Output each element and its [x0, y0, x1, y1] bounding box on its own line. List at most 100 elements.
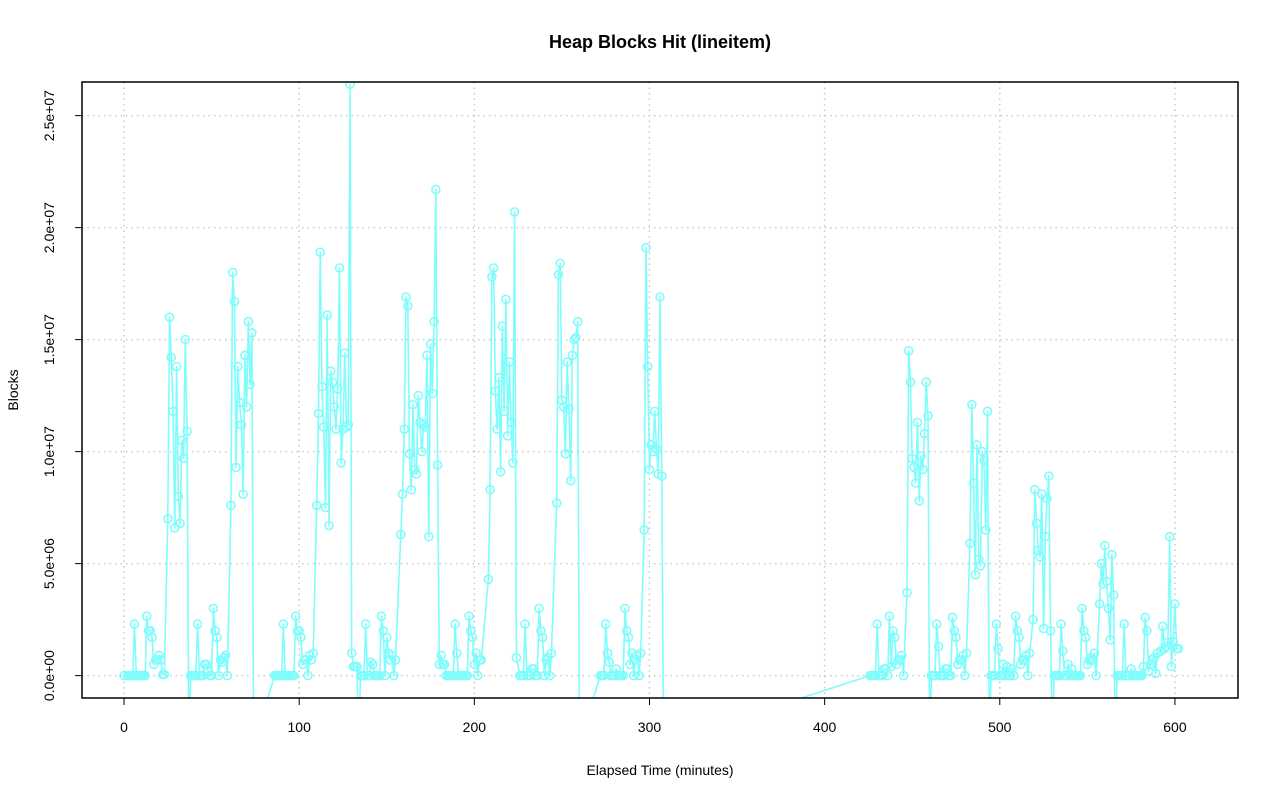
data-point	[567, 350, 578, 361]
data-point	[553, 269, 564, 280]
data-point	[949, 625, 960, 636]
data-point	[450, 619, 460, 629]
data-point	[448, 670, 459, 681]
data-point	[520, 619, 530, 629]
data-point	[315, 247, 326, 257]
data-point	[278, 619, 289, 629]
data-point	[1024, 648, 1035, 659]
data-point	[409, 464, 420, 475]
data-point	[247, 328, 257, 338]
data-point	[129, 619, 140, 629]
data-point	[980, 525, 991, 535]
data-point	[234, 397, 245, 408]
data-point	[497, 321, 508, 332]
data-point	[175, 518, 185, 529]
data-point	[467, 632, 478, 643]
data-point	[1161, 641, 1171, 652]
data-point	[180, 334, 191, 345]
data-point	[462, 670, 473, 681]
data-point	[1010, 611, 1021, 622]
data-point	[1103, 603, 1114, 614]
data-point	[236, 419, 247, 430]
data-point	[509, 207, 520, 217]
data-point	[451, 648, 462, 659]
data-point	[472, 670, 483, 681]
data-point	[1142, 625, 1152, 636]
data-point	[1045, 625, 1056, 636]
data-point	[966, 399, 977, 410]
data-point	[1023, 670, 1033, 681]
data-point	[494, 372, 504, 383]
data-point	[360, 619, 371, 629]
data-point	[423, 531, 434, 542]
data-point	[429, 316, 439, 327]
data-point	[564, 404, 574, 414]
data-point	[177, 435, 187, 446]
data-point	[621, 625, 632, 636]
data-point	[238, 489, 248, 500]
data-point	[145, 625, 156, 636]
data-point	[416, 446, 427, 457]
data-point	[1012, 625, 1023, 636]
x-tick-label: 300	[638, 719, 662, 735]
data-point	[422, 350, 432, 361]
data-point	[539, 670, 550, 681]
data-point	[641, 243, 651, 253]
data-point	[973, 554, 984, 564]
data-point	[1033, 545, 1044, 556]
data-point	[532, 670, 543, 681]
data-point	[1091, 670, 1101, 681]
data-point	[245, 379, 255, 390]
data-point	[436, 650, 446, 661]
data-point	[332, 384, 343, 394]
data-point	[425, 339, 436, 349]
data-point	[634, 670, 644, 681]
data-point	[367, 659, 378, 670]
data-point	[343, 419, 354, 430]
data-point	[306, 655, 317, 665]
data-point	[154, 650, 164, 661]
data-point	[402, 301, 413, 311]
data-point	[317, 381, 327, 392]
data-point	[492, 424, 502, 435]
data-point	[917, 464, 928, 475]
data-point	[1001, 661, 1012, 672]
data-point	[166, 352, 177, 363]
data-point	[961, 648, 972, 659]
data-point	[164, 312, 175, 323]
data-point	[1107, 549, 1117, 560]
data-point	[501, 294, 511, 305]
data-point	[534, 603, 544, 614]
data-point	[889, 632, 900, 643]
data-point	[324, 520, 334, 531]
data-point	[1140, 612, 1150, 623]
y-tick-label: 2.5e+07	[41, 90, 57, 141]
x-tick-label: 200	[463, 719, 487, 735]
data-point	[909, 462, 919, 473]
data-point	[1080, 632, 1091, 643]
data-point	[1164, 531, 1175, 542]
data-point	[366, 657, 376, 668]
data-point	[1136, 670, 1147, 681]
data-point	[226, 500, 236, 511]
data-point	[1075, 670, 1086, 681]
data-point	[886, 661, 897, 672]
data-point	[1084, 655, 1094, 665]
data-point	[233, 361, 243, 372]
data-point	[502, 431, 513, 441]
data-point	[240, 350, 250, 361]
data-point	[544, 670, 555, 681]
data-point	[993, 643, 1003, 654]
data-point	[495, 466, 506, 477]
data-point	[308, 648, 319, 659]
data-point	[557, 395, 567, 405]
data-point	[600, 619, 611, 629]
data-point	[418, 419, 429, 430]
data-point	[434, 659, 445, 670]
data-point	[430, 184, 441, 195]
data-point	[1079, 625, 1089, 636]
data-point	[388, 670, 399, 681]
data-point	[231, 462, 241, 473]
data-point	[397, 489, 408, 500]
